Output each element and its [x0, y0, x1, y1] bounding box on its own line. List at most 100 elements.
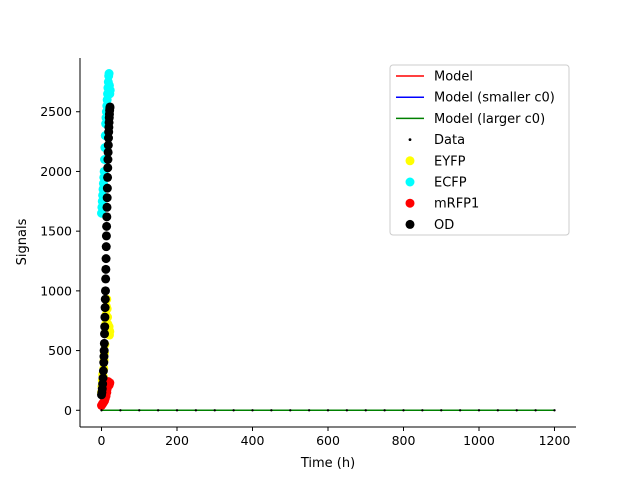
point-data: [156, 409, 160, 412]
point-od: [100, 286, 110, 296]
point-od: [102, 193, 112, 203]
legend-item-mrfp1: mRFP1: [405, 197, 479, 212]
y-tick-label: 2000: [40, 164, 72, 179]
point-od: [98, 373, 108, 383]
legend-label: mRFP1: [434, 197, 479, 212]
y-tick-label: 1500: [40, 224, 72, 239]
legend-label: Data: [434, 133, 465, 148]
point-data: [119, 409, 122, 412]
point-od: [101, 264, 111, 274]
point-data: [421, 409, 424, 412]
x-ticks: 0 200 400 600 800 1000 1200: [98, 427, 571, 448]
legend-swatch: [408, 138, 412, 142]
legend-swatch: [405, 156, 415, 166]
series-od: [97, 102, 115, 400]
point-od: [99, 338, 109, 348]
point-od: [98, 366, 108, 376]
y-tick-label: 500: [48, 343, 72, 358]
legend-item-model-smaller-c0: Model (smaller c0): [396, 91, 555, 106]
point-data: [213, 409, 216, 412]
point-od: [102, 221, 112, 231]
point-od: [101, 242, 111, 252]
plot-area: [97, 69, 556, 412]
point-data: [534, 409, 537, 412]
point-od: [101, 274, 111, 284]
legend-label: Model: [434, 70, 473, 85]
x-tick-label: 200: [165, 433, 189, 448]
point-data: [251, 409, 254, 412]
legend-label: EYFP: [434, 154, 466, 169]
x-tick-label: 800: [392, 433, 416, 448]
legend-item-od: OD: [405, 218, 454, 233]
x-tick-label: 0: [98, 433, 106, 448]
legend-label: Model (smaller c0): [434, 91, 555, 106]
legend-item-model: Model: [396, 70, 473, 85]
point-data: [138, 409, 141, 412]
point-od: [103, 147, 113, 157]
point-data: [194, 409, 198, 412]
point-data: [515, 409, 518, 412]
point-od: [100, 322, 110, 332]
y-tick-label: 0: [64, 403, 72, 418]
point-od: [100, 303, 110, 313]
legend-label: ECFP: [434, 176, 467, 191]
point-od: [101, 254, 111, 264]
legend-label: OD: [434, 218, 454, 233]
point-od: [102, 212, 112, 222]
point-ecfp: [104, 69, 114, 79]
x-axis-label: Time (h): [300, 456, 355, 471]
axes: 0 200 400 600 800 1000 1200 0 500 1000 1500 2000 25…: [15, 58, 576, 471]
y-tick-label: 2500: [40, 104, 72, 119]
legend-item-model-larger-c0: Model (larger c0): [396, 112, 545, 127]
point-data: [402, 409, 405, 412]
point-od: [102, 202, 112, 212]
legend-swatch: [405, 177, 415, 187]
point-od: [105, 102, 115, 112]
point-data: [270, 409, 273, 412]
x-tick-label: 600: [316, 433, 340, 448]
point-data: [477, 409, 481, 412]
legend-item-eyfp: EYFP: [405, 154, 466, 169]
legend-swatch: [405, 219, 415, 229]
legend-item-ecfp: ECFP: [405, 176, 467, 191]
point-data: [326, 409, 330, 412]
point-od: [100, 312, 110, 322]
legend-label: Model (larger c0): [434, 112, 545, 127]
point-data: [345, 409, 349, 412]
point-od: [101, 231, 111, 241]
legend: Model Model (smaller c0) Model (larger c0)…: [389, 64, 570, 236]
x-tick-label: 1200: [539, 433, 571, 448]
point-data: [307, 409, 311, 412]
legend-item-data: Data: [408, 133, 465, 148]
point-data: [383, 409, 386, 412]
point-od: [103, 140, 113, 150]
point-od: [103, 172, 113, 182]
y-ticks: 0 500 1000 1500 2000 2500: [40, 104, 80, 418]
point-ecfp: [105, 85, 115, 95]
point-od: [100, 329, 110, 339]
point-od: [103, 163, 113, 173]
legend-frame: [389, 64, 570, 236]
point-data: [100, 409, 103, 412]
x-tick-label: 1000: [463, 433, 495, 448]
y-axis-label: Signals: [15, 218, 30, 265]
point-mrfp1: [105, 378, 115, 388]
y-tick-label: 1000: [40, 283, 72, 298]
point-od: [102, 183, 112, 193]
x-tick-label: 400: [241, 433, 265, 448]
legend-items: Model Model (smaller c0) Model (larger c0)…: [396, 70, 555, 233]
point-data: [553, 409, 556, 412]
point-data: [364, 409, 367, 412]
point-data: [232, 409, 235, 412]
point-od: [100, 294, 110, 304]
point-data: [289, 409, 292, 412]
series-data: [100, 409, 556, 412]
point-od: [103, 155, 113, 165]
point-data: [175, 409, 179, 412]
legend-swatch: [405, 198, 415, 208]
point-od: [99, 346, 109, 356]
point-data: [440, 409, 443, 412]
point-data: [496, 409, 500, 412]
point-data: [458, 409, 462, 412]
